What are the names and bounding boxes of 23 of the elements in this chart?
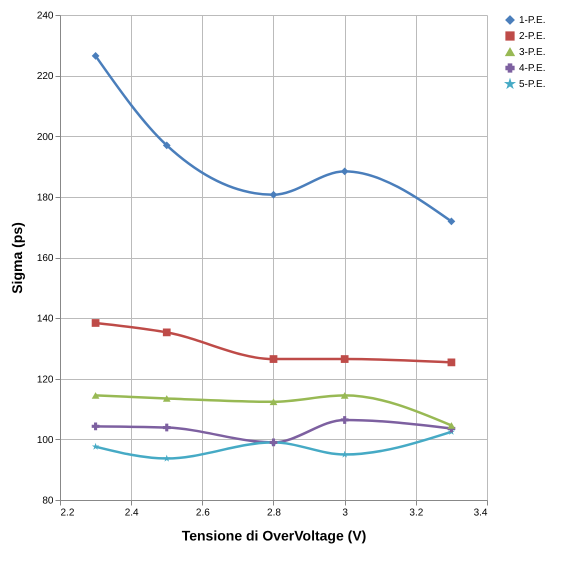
legend-label: 4-P.E. bbox=[519, 63, 546, 74]
legend-label: 5-P.E. bbox=[519, 79, 546, 90]
y-tick-label: 200 bbox=[36, 132, 54, 143]
y-tick-label: 120 bbox=[36, 374, 54, 386]
x-tick-label: 3.2 bbox=[409, 508, 424, 518]
x-axis-title: Tensione di OverVoltage (V) bbox=[182, 528, 366, 544]
x-tick-label: 2.8 bbox=[267, 508, 282, 518]
legend-label: 3-P.E. bbox=[519, 47, 546, 58]
x-tick-label: 2.6 bbox=[196, 508, 210, 518]
x-tick-label: 3.4 bbox=[474, 508, 488, 518]
y-tick-label: 100 bbox=[36, 434, 54, 446]
y-axis-title: Sigma (ps) bbox=[8, 222, 25, 294]
y-tick-label: 180 bbox=[36, 192, 54, 204]
legend-label: 1-P.E. bbox=[519, 15, 546, 26]
y-tick-label: 220 bbox=[36, 71, 54, 82]
x-tick-label: 2.4 bbox=[124, 508, 140, 518]
x-tick-label: 2.2 bbox=[60, 508, 75, 518]
y-tick-label: 240 bbox=[36, 10, 54, 22]
y-tick-label: 160 bbox=[36, 253, 54, 264]
legend-label: 2-P.E. bbox=[519, 31, 546, 42]
y-tick-label: 80 bbox=[42, 496, 54, 506]
y-tick-label: 140 bbox=[36, 314, 54, 325]
x-tick-label: 3 bbox=[342, 508, 348, 518]
